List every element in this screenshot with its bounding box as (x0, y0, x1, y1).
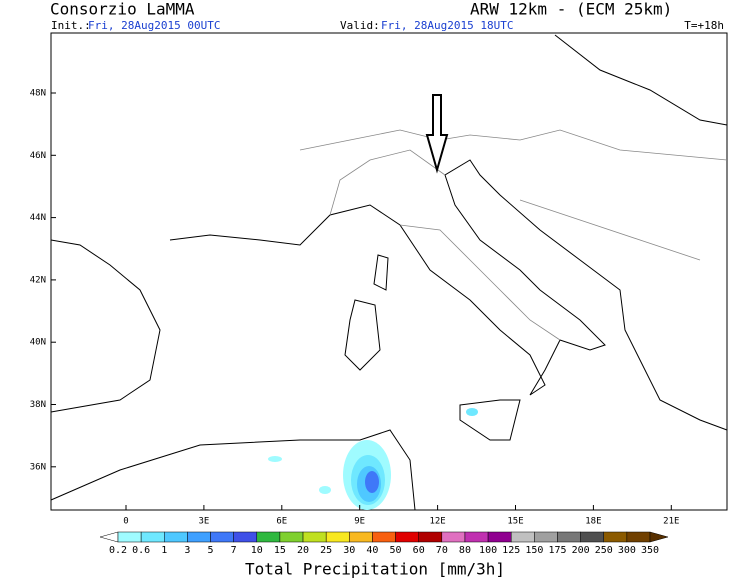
lat-label: 44N (30, 213, 46, 223)
lead-time: T=+18h (684, 19, 724, 32)
colorbar-label: 80 (459, 545, 471, 556)
colorbar-box (187, 531, 211, 543)
map-area (50, 32, 728, 511)
colorbar-box (372, 531, 396, 543)
colorbar-box (117, 531, 142, 543)
colorbar-box (626, 531, 651, 543)
valid-time: Fri, 28Aug2015 18UTC (381, 19, 513, 32)
colorbar-label: 125 (502, 545, 520, 556)
colorbar-label: 350 (641, 545, 659, 556)
colorbar-box (210, 531, 234, 543)
colorbar-box (233, 531, 258, 543)
colorbar-end (649, 531, 669, 543)
colorbar-label: 5 (208, 545, 214, 556)
colorbar-label: 25 (320, 545, 332, 556)
init-label: Init.: (51, 19, 91, 32)
valid-label: Valid: (340, 19, 380, 32)
lat-label: 38N (30, 400, 46, 410)
colorbar-box (487, 531, 512, 543)
colorbar-label: 10 (251, 545, 263, 556)
colorbar-label: 40 (366, 545, 378, 556)
colorbar-box (510, 531, 535, 543)
lat-label: 36N (30, 462, 46, 472)
colorbar-label: 0.6 (132, 545, 150, 556)
lon-label: 21E (663, 517, 679, 527)
lon-label: 9E (354, 517, 365, 527)
colorbar-label: 200 (572, 545, 590, 556)
colorbar-label: 20 (297, 545, 309, 556)
title: Consorzio LaMMA (50, 0, 195, 19)
colorbar-label: 15 (274, 545, 286, 556)
colorbar-label: 70 (436, 545, 448, 556)
lon-label: 12E (429, 517, 445, 527)
borders (299, 129, 728, 341)
lon-label: 3E (198, 517, 209, 527)
colorbar-box (557, 531, 581, 543)
coastlines (50, 34, 728, 511)
model: ARW 12km - (ECM 25km) (470, 0, 672, 19)
colorbar-box (395, 531, 419, 543)
colorbar-box (441, 531, 466, 543)
colorbar-box (418, 531, 443, 543)
colorbar-label: 175 (548, 545, 566, 556)
colorbar-box (349, 531, 373, 543)
colorbar-label: 0.2 (109, 545, 127, 556)
lat-label: 40N (30, 338, 46, 348)
colorbar-label: 3 (184, 545, 190, 556)
colorbar-box (603, 531, 628, 543)
lat-label: 48N (30, 89, 46, 99)
colorbar-box (580, 531, 604, 543)
colorbar-box (464, 531, 489, 543)
colorbar-label: 1 (161, 545, 167, 556)
colorbar-box (279, 531, 304, 543)
colorbar-label: 250 (595, 545, 613, 556)
arrow (425, 94, 449, 174)
colorbar-label: 30 (343, 545, 355, 556)
lat-label: 46N (30, 151, 46, 161)
colorbar-box (325, 531, 350, 543)
colorbar-box (164, 531, 188, 543)
colorbar-box (302, 531, 327, 543)
lon-label: 0 (123, 517, 128, 527)
colorbar-label: 100 (479, 545, 497, 556)
lat-label: 42N (30, 275, 46, 285)
colorbar-label: 300 (618, 545, 636, 556)
precipitation (268, 408, 478, 510)
lon-label: 18E (585, 517, 601, 527)
colorbar-end (99, 531, 119, 543)
colorbar-label: 150 (525, 545, 543, 556)
colorbar-box (256, 531, 281, 543)
colorbar-label: 50 (390, 545, 402, 556)
colorbar-title: Total Precipitation [mm/3h] (245, 560, 505, 579)
colorbar-label: 7 (231, 545, 237, 556)
colorbar-box (534, 531, 558, 543)
colorbar-label: 60 (413, 545, 425, 556)
init-time: Fri, 28Aug2015 00UTC (88, 19, 220, 32)
lon-label: 6E (276, 517, 287, 527)
colorbar-box (140, 531, 165, 543)
lon-label: 15E (507, 517, 523, 527)
